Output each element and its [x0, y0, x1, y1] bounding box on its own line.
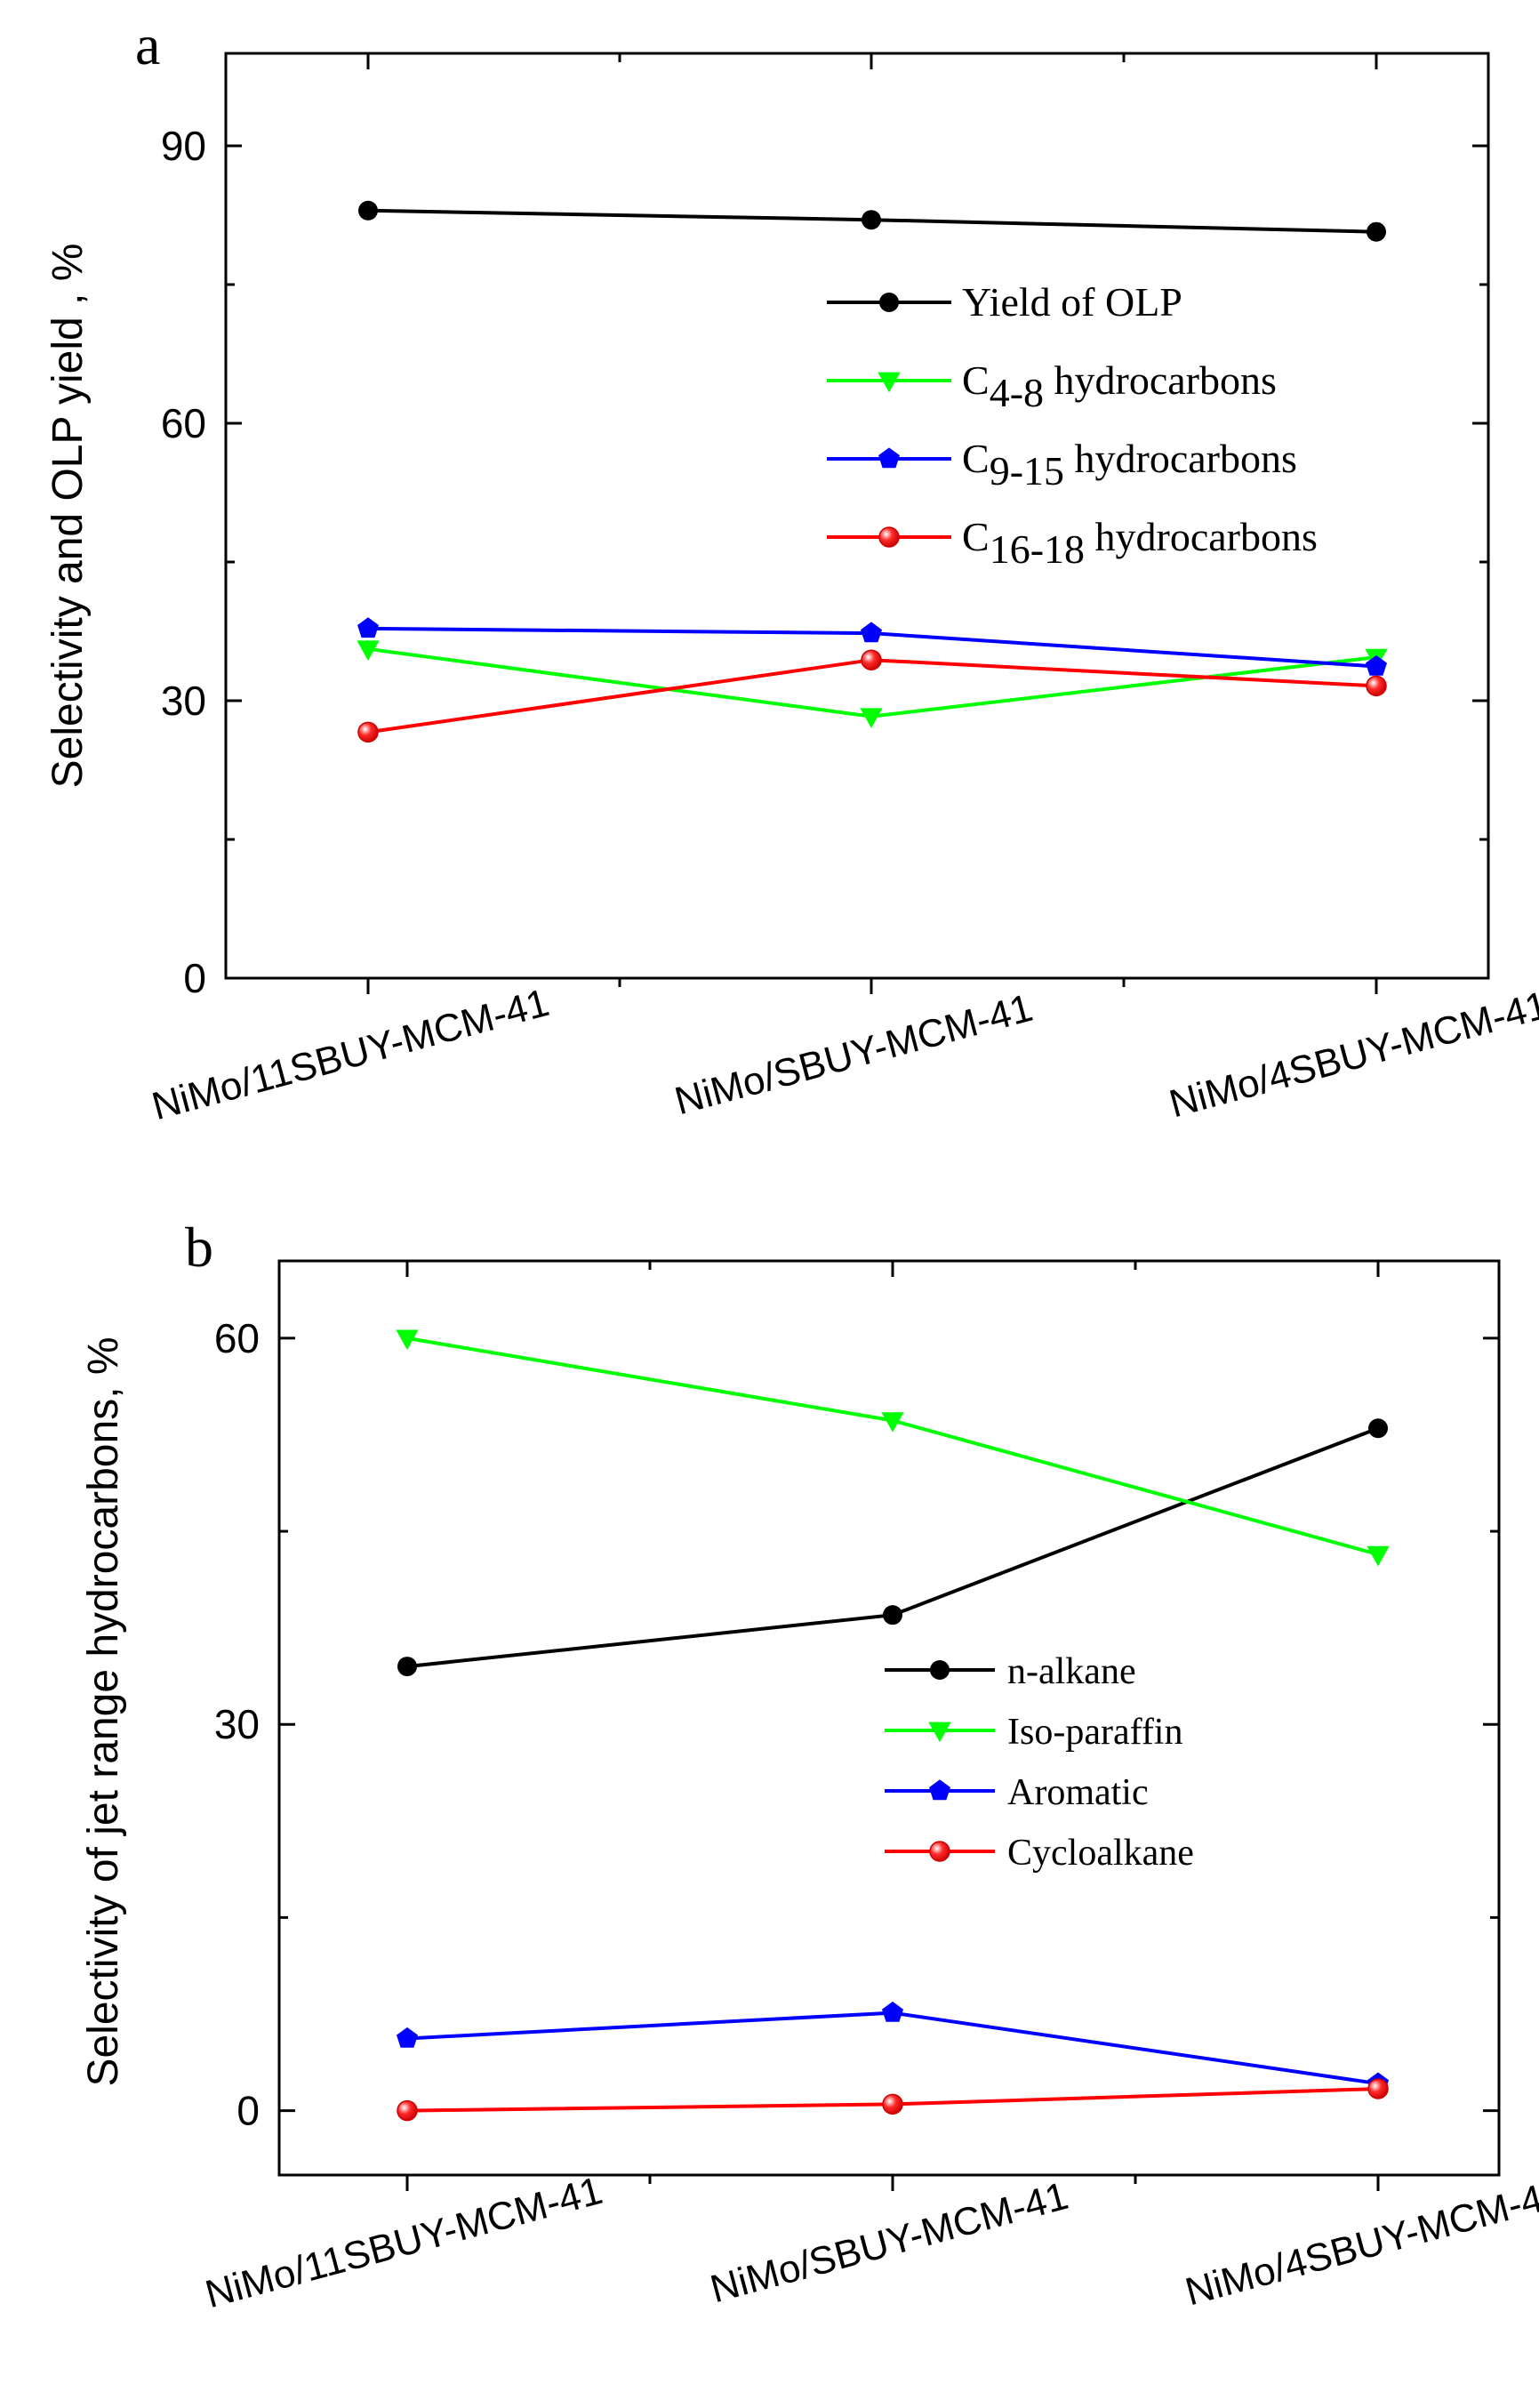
y-tick-label: 90 — [161, 123, 206, 169]
y-tick-label: 60 — [214, 1315, 260, 1361]
data-point — [397, 2027, 418, 2048]
legend-marker — [929, 1779, 950, 1801]
data-point — [883, 1605, 902, 1625]
panel-a-chart: a 0 30 60 90 Yield of OLP C4-8 hydrocarbons C… — [44, 13, 1539, 1128]
legend-entry: Iso-paraffin — [885, 1712, 1182, 1753]
y-tick-label: 30 — [161, 678, 206, 724]
data-point — [881, 1412, 904, 1433]
legend-marker — [929, 1841, 950, 1862]
series-line — [406, 2011, 1379, 2086]
legend-label: n-alkane — [1007, 1651, 1136, 1692]
series-line — [406, 1336, 1379, 1557]
data-point — [882, 2001, 903, 2022]
series-n-alkane — [397, 1418, 1388, 1677]
legend-label: C16-18 hydrocarbons — [962, 514, 1318, 572]
y-tick-label: 0 — [236, 2088, 260, 2134]
x-category-label: NiMo/4SBUY-MCM-41 — [1181, 2171, 1539, 2315]
legend-entry: Aromatic — [885, 1772, 1149, 1813]
legend-entry: Yield of OLP — [827, 279, 1182, 325]
panel-b-plot-frame — [277, 1259, 1501, 2177]
panel-b-y-axis-label: Selectivity of jet range hydrocarbons, % — [80, 1336, 127, 2086]
data-point — [1367, 1545, 1390, 1567]
data-point — [396, 1329, 419, 1351]
series-line — [406, 1426, 1379, 1669]
panel-b-x-tick-labels: NiMo/11SBUY-MCM-41 NiMo/SBUY-MCM-41 NiMo/4… — [201, 2169, 1539, 2316]
legend-entry: C9-15 hydrocarbons — [827, 436, 1297, 494]
y-tick-label: 60 — [161, 400, 206, 446]
panel-a-legend: Yield of OLP C4-8 hydrocarbons C9-15 hydro… — [827, 279, 1318, 572]
legend-entry: C4-8 hydrocarbons — [827, 357, 1277, 415]
series-cycloalkane — [397, 2078, 1389, 2122]
legend-label: Iso-paraffin — [1007, 1712, 1182, 1753]
series-aromatic — [397, 2001, 1389, 2093]
legend-entry: C16-18 hydrocarbons — [827, 514, 1318, 572]
panel-b-label: b — [185, 1216, 213, 1279]
data-point — [357, 640, 380, 661]
data-point — [1366, 675, 1387, 697]
data-point — [397, 2099, 418, 2122]
legend-label: Cycloalkane — [1007, 1833, 1194, 1874]
x-category-label: NiMo/SBUY-MCM-41 — [670, 986, 1038, 1123]
legend-marker — [878, 526, 900, 548]
panel-b-ticks: 0 30 60 — [214, 1261, 1499, 2191]
data-point — [862, 210, 881, 230]
legend-label: C9-15 hydrocarbons — [962, 436, 1297, 494]
legend-marker — [879, 293, 899, 312]
data-point — [358, 200, 378, 221]
panel-b-legend: n-alkane Iso-paraffin Aromatic Cycloalkane — [885, 1651, 1194, 1874]
legend-label: C4-8 hydrocarbons — [962, 357, 1277, 415]
data-point — [1368, 1418, 1388, 1439]
panel-b-series — [396, 1329, 1390, 2122]
x-category-label: NiMo/11SBUY-MCM-41 — [148, 981, 554, 1128]
panel-a-series — [357, 200, 1388, 743]
series-c16-18-hydrocarbons — [357, 649, 1387, 743]
data-point — [1367, 221, 1386, 242]
legend-marker — [928, 1722, 951, 1743]
legend-marker — [878, 447, 900, 469]
data-point — [357, 617, 379, 638]
data-point — [861, 649, 882, 670]
data-point — [397, 1657, 417, 1677]
x-category-label: NiMo/11SBUY-MCM-41 — [201, 2169, 607, 2316]
data-point — [882, 2093, 903, 2115]
legend-entry: n-alkane — [885, 1651, 1136, 1692]
data-point — [1367, 2078, 1389, 2099]
series-yield-of-olp — [358, 200, 1386, 242]
data-point — [1366, 654, 1387, 676]
panel-a-y-axis-label: Selectivity and OLP yield , % — [44, 244, 92, 789]
x-category-label: NiMo/SBUY-MCM-41 — [706, 2174, 1073, 2311]
legend-marker — [878, 372, 901, 393]
series-iso-paraffin — [396, 1329, 1390, 1567]
y-tick-label: 0 — [183, 955, 206, 1001]
data-point — [357, 721, 379, 743]
series-c9-15-hydrocarbons — [357, 617, 1387, 676]
y-tick-label: 30 — [214, 1701, 260, 1747]
legend-label: Aromatic — [1007, 1772, 1149, 1813]
legend-entry: Cycloalkane — [885, 1833, 1194, 1874]
panel-a-plot-frame — [224, 52, 1490, 980]
data-point — [860, 708, 883, 728]
legend-label: Yield of OLP — [962, 279, 1182, 325]
panel-a-ticks: 0 30 60 90 — [161, 53, 1488, 1001]
panel-a-label: a — [135, 13, 160, 76]
x-category-label: NiMo/4SBUY-MCM-41 — [1165, 983, 1539, 1127]
data-point — [861, 622, 882, 643]
panel-a-x-tick-labels: NiMo/11SBUY-MCM-41 NiMo/SBUY-MCM-41 NiMo/4… — [148, 981, 1539, 1128]
panel-b-chart: b 0 30 60 n-alkane Iso-paraffin Aromatic Cycl… — [80, 1216, 1539, 2316]
legend-marker — [930, 1660, 950, 1680]
